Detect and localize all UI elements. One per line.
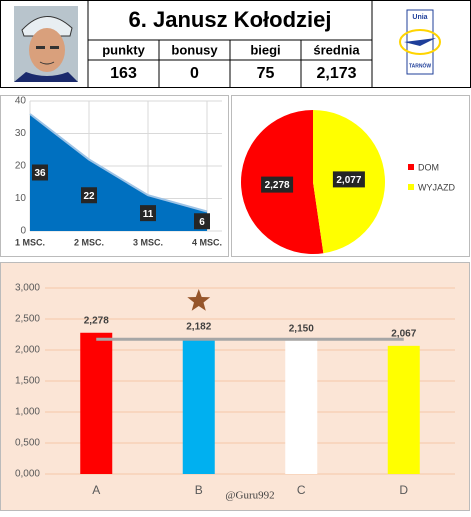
x-tick-label: 4 MSC. (192, 237, 222, 247)
y-tick-label: 40 (15, 96, 27, 107)
stat-value: 2,173 (316, 65, 356, 82)
bar (387, 345, 420, 474)
x-tick-label: 2 MSC. (74, 237, 104, 247)
team-logo: Unia TARNÓW (399, 9, 441, 75)
data-label: 6 (199, 217, 205, 228)
x-tick-label: B (195, 483, 203, 497)
credit: @Guru992 (225, 490, 274, 502)
logo-text: Unia (412, 14, 427, 21)
stat-value: 163 (110, 65, 137, 82)
y-tick-label: 0,000 (15, 469, 40, 480)
y-tick-label: 3,000 (15, 283, 40, 294)
stat-label: bonusy (171, 42, 218, 57)
data-label: 22 (83, 191, 95, 202)
data-label-box (261, 176, 294, 193)
stat-label: biegi (250, 42, 280, 57)
data-label: 2,077 (336, 175, 361, 186)
stat-value: 75 (257, 65, 275, 82)
y-tick-label: 30 (15, 128, 27, 139)
legend-label: DOM (418, 162, 439, 172)
data-label-box (32, 164, 48, 181)
star (187, 289, 211, 311)
charts: 0 10 20 30 40 1 MSC. 2 MSC. 3 MSC. 4 MSC. 36 22 11 6… (15, 96, 456, 502)
y-tick-label: 0,500 (15, 438, 40, 449)
legend-swatch (408, 184, 414, 190)
y-tick-label: 1,500 (15, 376, 40, 387)
stat-value: 0 (190, 65, 199, 82)
legend-label: WYJAZD (418, 182, 455, 192)
area (30, 114, 207, 231)
data-label: 2,150 (289, 323, 314, 334)
x-tick-label: A (92, 483, 100, 497)
data-label-box (332, 171, 365, 188)
data-label: 36 (34, 168, 46, 179)
y-tick-label: 2,000 (15, 345, 40, 356)
area-edge (29, 113, 208, 213)
bar (80, 332, 113, 474)
data-label-box (81, 187, 97, 204)
y-tick-label: 20 (15, 161, 27, 172)
data-label: 2,278 (84, 315, 109, 326)
stats: punkty 163 bonusy 0 biegi 75 średnia 2,173 (102, 42, 360, 82)
stat-label: średnia (313, 42, 360, 57)
stat-label: punkty (102, 42, 145, 57)
data-label-box (140, 205, 156, 222)
data-label: 11 (143, 209, 154, 220)
x-tick-label: 3 MSC. (133, 237, 163, 247)
y-tick-label: 1,000 (15, 407, 40, 418)
x-tick-label: 1 MSC. (15, 237, 45, 247)
header-frame (0, 0, 471, 88)
player-photo (14, 6, 78, 82)
x-tick-label: C (297, 483, 306, 497)
logo-text: TARNÓW (409, 61, 431, 69)
data-label: 2,067 (391, 328, 416, 339)
data-label-box (194, 213, 210, 230)
y-tick-label: 10 (15, 193, 27, 204)
x-tick-label: D (399, 483, 408, 497)
title: 6. Janusz Kołodziej (129, 7, 332, 32)
data-label: 2,182 (186, 321, 211, 332)
bar (182, 338, 215, 474)
data-label: 2,278 (265, 180, 290, 191)
y-tick-label: 2,500 (15, 314, 40, 325)
bar (285, 340, 318, 474)
y-tick-label: 0 (20, 226, 26, 237)
legend-swatch (408, 164, 414, 170)
